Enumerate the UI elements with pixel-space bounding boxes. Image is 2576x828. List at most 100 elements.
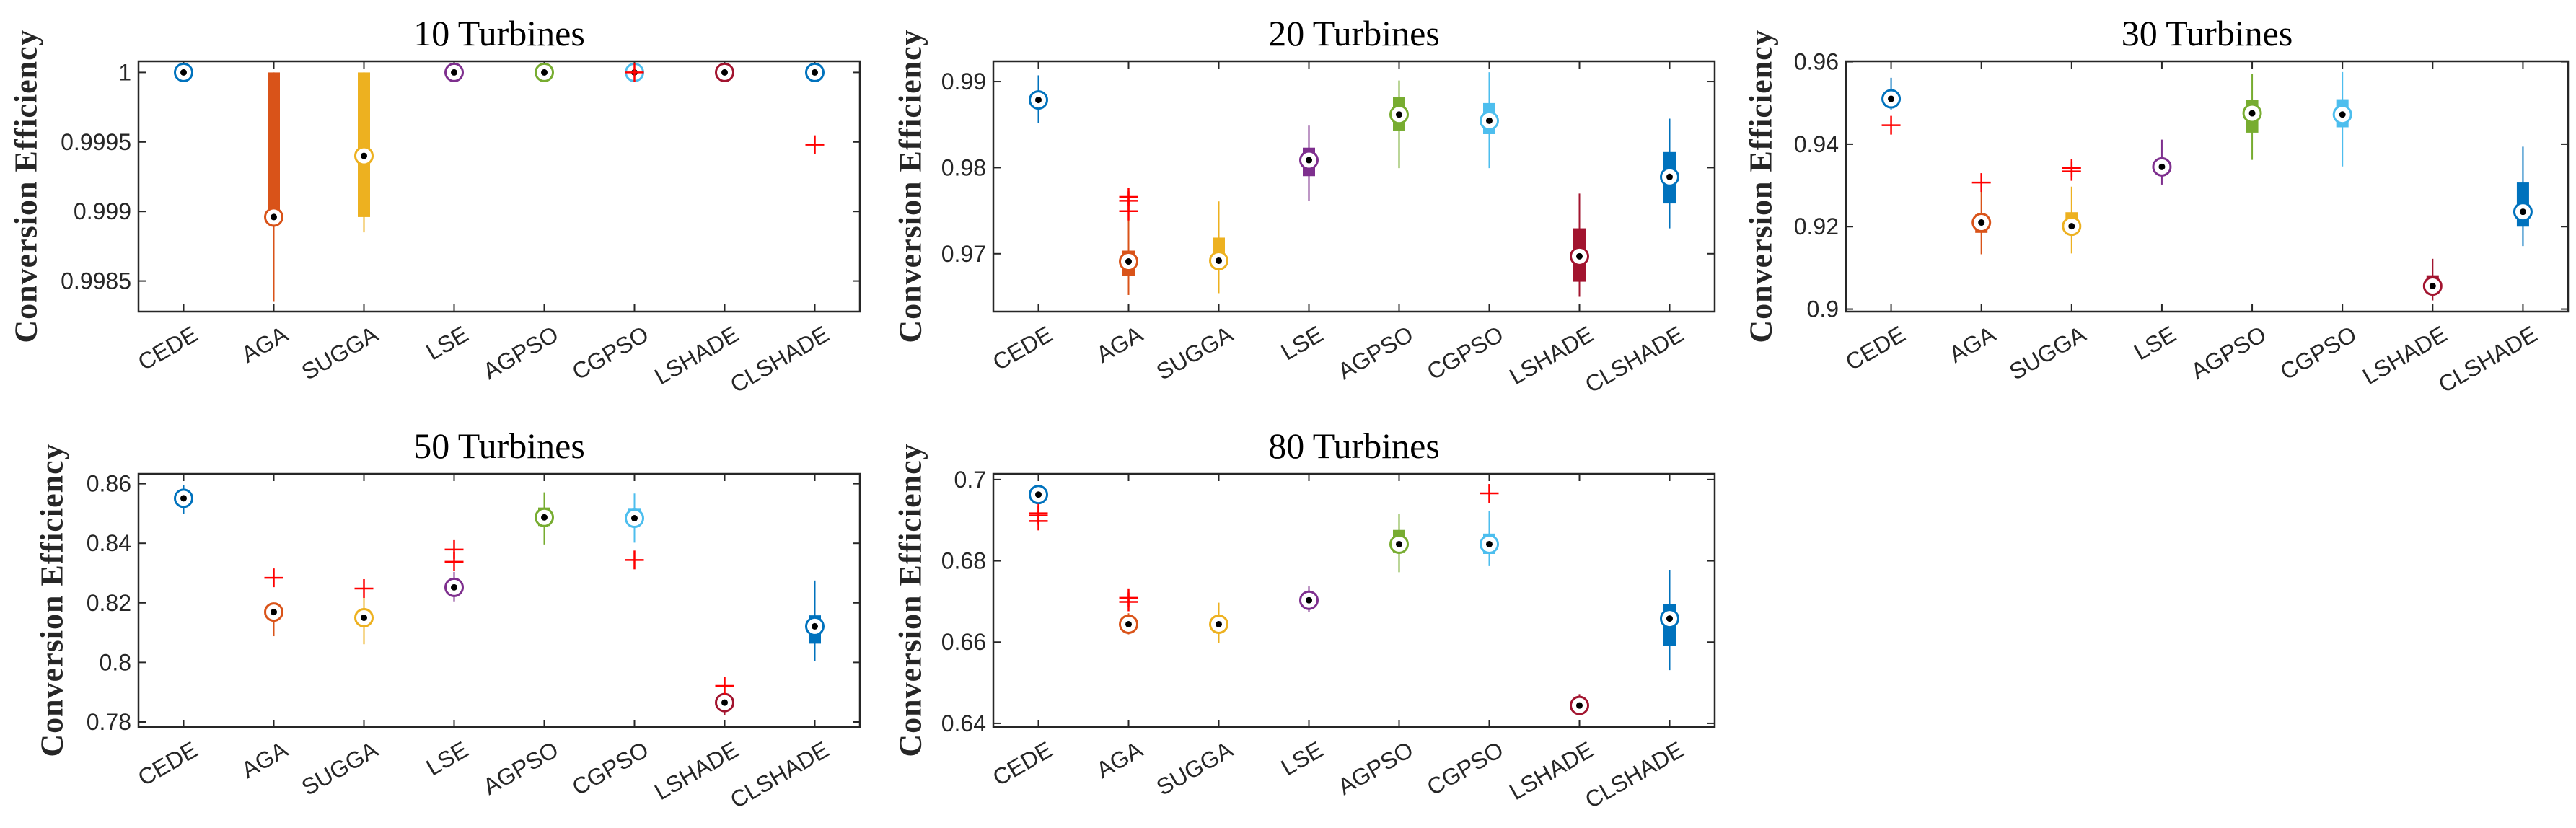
x-tick-label: SUGGA xyxy=(297,736,383,801)
median-dot xyxy=(721,69,728,76)
box-cgpso xyxy=(625,62,644,82)
box-clshade xyxy=(805,62,825,154)
median-dot xyxy=(721,699,728,706)
x-tick-label: AGPSO xyxy=(2186,321,2271,384)
box-lse xyxy=(2152,139,2172,185)
outlier-marker xyxy=(1029,511,1048,531)
subplot-title: 20 Turbines xyxy=(1268,13,1440,53)
median-dot xyxy=(361,152,367,159)
box-sugga xyxy=(2062,159,2082,254)
x-tick-label: LSE xyxy=(1277,736,1327,780)
x-tick-label: CLSHADE xyxy=(1581,736,1688,814)
y-tick-label: 0.66 xyxy=(941,629,986,655)
x-tick-label: SUGGA xyxy=(1152,736,1238,801)
outlier-marker xyxy=(1881,115,1901,135)
median-dot xyxy=(2339,111,2346,118)
x-tick-label: LSE xyxy=(422,736,472,780)
y-tick-label: 0.99 xyxy=(941,69,986,94)
axes-box xyxy=(1845,60,2570,313)
outlier-marker xyxy=(805,135,825,154)
x-tick-label: CGPSO xyxy=(568,321,653,385)
box-cgpso xyxy=(625,493,644,570)
y-tick-label: 0.9 xyxy=(1807,296,1839,322)
y-tick-label: 0.9995 xyxy=(61,129,131,155)
subplot-30-turbines: 30 Turbines Conversion Efficiency 0.9 0.92 0… xyxy=(1744,13,2570,398)
y-tick-label: 0.9985 xyxy=(61,268,131,294)
y-tick-label: 0.94 xyxy=(1794,131,1839,157)
y-axis-label: Conversion Efficiency xyxy=(9,29,44,343)
median-dot xyxy=(541,69,548,76)
box-aga xyxy=(1971,173,1992,255)
median-dot xyxy=(2519,208,2526,216)
median-dot xyxy=(541,514,548,521)
box-lse xyxy=(444,539,464,602)
x-tick-label: CLSHADE xyxy=(726,736,833,814)
outlier-marker xyxy=(354,578,374,598)
x-tick-label: SUGGA xyxy=(2005,321,2091,385)
y-axis-label: Conversion Efficiency xyxy=(893,29,928,343)
outlier-marker xyxy=(625,550,644,570)
x-tick-label: CLSHADE xyxy=(1581,321,1688,398)
x-tick-label: AGA xyxy=(1091,736,1147,783)
x-tick-label: AGA xyxy=(237,321,292,368)
median-dot xyxy=(812,622,818,630)
x-tick-label: SUGGA xyxy=(297,321,383,385)
axes-box xyxy=(137,472,861,728)
median-dot xyxy=(1396,111,1402,118)
box-clshade xyxy=(1660,118,1679,229)
box-cgpso xyxy=(1480,484,1499,566)
box-lshade xyxy=(715,677,734,715)
median-dot xyxy=(1486,117,1493,124)
outlier-marker xyxy=(1971,173,1991,193)
box-aga xyxy=(264,568,283,637)
median-dot xyxy=(1216,620,1222,627)
x-tick-label: SUGGA xyxy=(1152,321,1238,385)
x-tick-label: AGPSO xyxy=(478,321,563,384)
y-tick-label: 0.97 xyxy=(941,241,986,267)
outlier-marker xyxy=(264,568,283,588)
box-cede xyxy=(1881,77,1902,135)
outlier-marker xyxy=(1480,484,1499,503)
outlier-marker xyxy=(1119,201,1138,221)
x-tick-label: CEDE xyxy=(133,736,202,791)
box-cede xyxy=(1029,485,1048,531)
x-tick-label: CGPSO xyxy=(2276,321,2361,385)
y-tick-label: 0.98 xyxy=(941,154,986,180)
box-aga xyxy=(264,72,283,302)
y-axis-label: Conversion Efficiency xyxy=(893,443,928,757)
box-sugga xyxy=(1209,602,1228,643)
y-tick-label: 0.84 xyxy=(87,530,131,556)
box-lshade xyxy=(1570,193,1589,297)
box-agpso xyxy=(1389,514,1409,573)
box-lse xyxy=(444,62,464,82)
median-dot xyxy=(451,583,457,591)
outlier-marker xyxy=(625,63,644,82)
box-lshade xyxy=(2422,258,2443,301)
x-tick-label: LSE xyxy=(2129,321,2180,365)
box-cede xyxy=(174,485,193,514)
median-dot xyxy=(1486,540,1493,547)
median-dot xyxy=(1035,491,1042,498)
box-clshade xyxy=(805,580,825,661)
x-tick-label: CEDE xyxy=(988,736,1057,791)
axes-box xyxy=(992,60,1716,313)
median-dot xyxy=(271,609,277,616)
median-dot xyxy=(1666,615,1673,622)
median-dot xyxy=(1306,157,1312,164)
subplot-50-turbines: 50 Turbines Conversion Efficiency 0.78 0.8 0… xyxy=(35,426,861,814)
subplot-10-turbines: 10 Turbines Conversion Efficiency 0.9985 0.… xyxy=(9,13,861,398)
x-tick-label: LSE xyxy=(422,321,472,365)
box-cede xyxy=(174,62,193,82)
axes-box xyxy=(137,60,861,313)
outlier-marker xyxy=(715,677,734,696)
y-axis-label: Conversion Efficiency xyxy=(1744,29,1779,343)
x-tick-label: CEDE xyxy=(988,321,1057,376)
median-dot xyxy=(1888,95,1895,102)
box-sugga xyxy=(354,72,374,233)
subplot-title: 80 Turbines xyxy=(1268,426,1440,466)
box-cede xyxy=(1029,75,1048,123)
median-dot xyxy=(2248,110,2256,117)
y-tick-label: 0.8 xyxy=(100,649,131,675)
box-agpso xyxy=(1389,80,1409,169)
